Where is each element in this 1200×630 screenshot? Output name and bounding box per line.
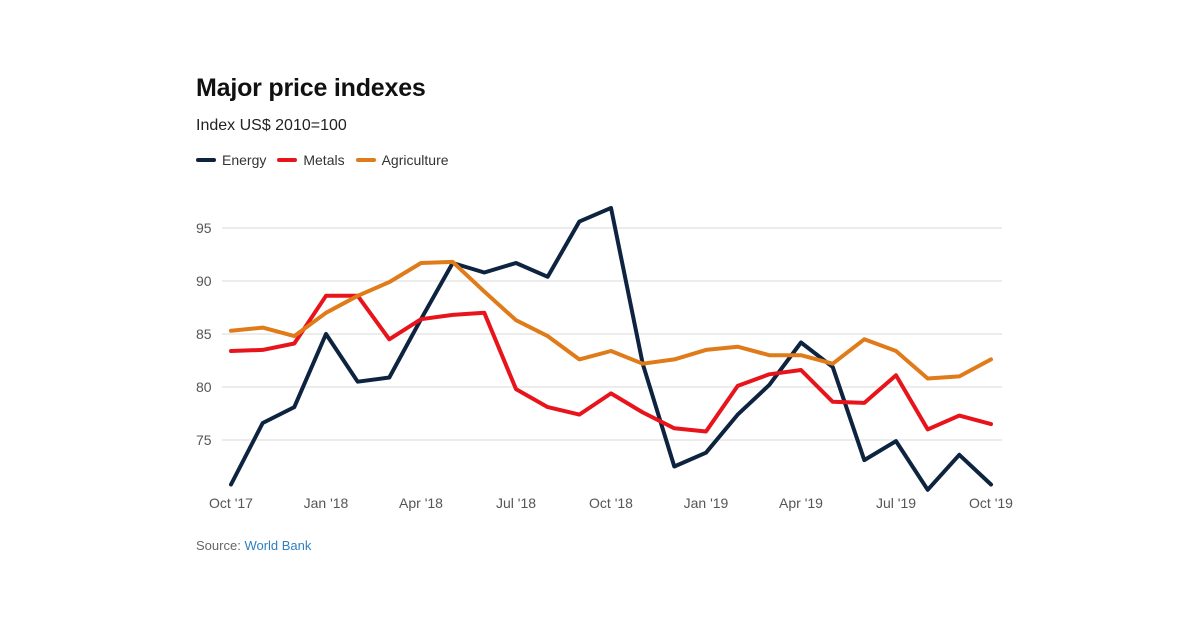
source-label: Source:: [196, 538, 241, 553]
x-tick-label: Jan '18: [304, 495, 349, 511]
chart-title: Major price indexes: [196, 74, 426, 102]
legend-label-energy: Energy: [222, 152, 267, 168]
legend-swatch-energy: [196, 158, 216, 162]
y-tick-label-85: 85: [196, 326, 212, 342]
legend-swatch-metals: [277, 158, 298, 162]
legend-item-metals[interactable]: Metals: [277, 152, 345, 168]
x-tick-label: Jan '19: [684, 495, 729, 511]
x-tick-label: Apr '19: [779, 495, 823, 511]
source-link[interactable]: World Bank: [244, 538, 312, 553]
series-lines: [229, 205, 993, 492]
x-tick-label: Jul '18: [496, 495, 536, 511]
gridlines: [222, 227, 1002, 441]
chart-subtitle: Index US$ 2010=100: [196, 117, 347, 134]
legend-item-agriculture[interactable]: Agriculture: [355, 152, 449, 168]
x-tick-label: Apr '18: [399, 495, 443, 511]
y-tick-label-75: 75: [196, 432, 212, 448]
legend-swatch-agriculture: [355, 158, 376, 162]
legend-label-agriculture: Agriculture: [381, 152, 449, 168]
x-tick-label: Oct '19: [969, 495, 1013, 511]
series-line-energy: [229, 205, 993, 492]
y-tick-label-80: 80: [196, 379, 212, 395]
source-note: Source: World Bank: [196, 538, 311, 553]
legend-label-metals: Metals: [303, 152, 345, 168]
legend-item-energy[interactable]: Energy: [196, 152, 266, 168]
x-tick-label: Jul '19: [876, 495, 916, 511]
chart-legend: Energy Metals Agriculture: [196, 152, 460, 168]
y-tick-label-95: 95: [196, 220, 212, 236]
x-tick-label: Oct '18: [589, 495, 633, 511]
x-tick-label: Oct '17: [209, 495, 253, 511]
series-line-agriculture: [229, 259, 993, 381]
y-axis-ticks: 75 80 85 90 95: [196, 220, 212, 448]
x-axis-ticks: Oct '17 Jan '18 Apr '18 Jul '18 Oct '18 Jan '…: [209, 495, 1013, 511]
y-tick-label-90: 90: [196, 273, 212, 289]
